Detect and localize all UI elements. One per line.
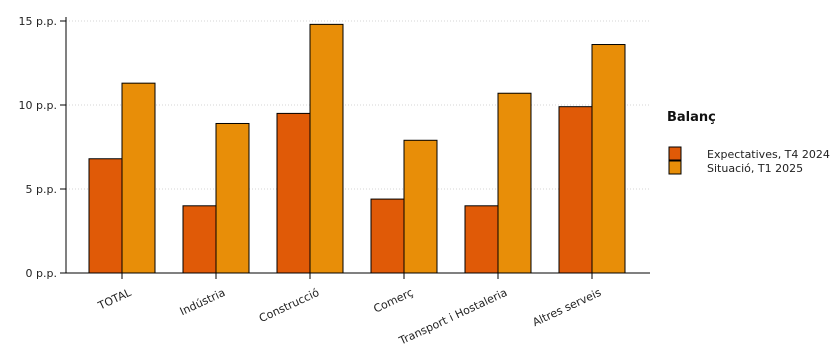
legend-label: Expectatives, T4 2024 (707, 148, 830, 161)
y-tick-label: 10 p.p. (19, 99, 57, 112)
bar-situacio-0 (121, 82, 156, 274)
bar-situacio-3 (403, 139, 438, 274)
bar-expectatives-2 (276, 112, 311, 274)
x-tick-label: Altres serveis (530, 286, 603, 329)
y-tick-label: 15 p.p. (19, 15, 57, 28)
x-tick-label: TOTAL (95, 286, 134, 313)
bar-expectatives-4 (464, 205, 499, 274)
y-ticks: 0 p.p. 5 p.p. 10 p.p. 15 p.p. (19, 15, 66, 280)
bar-expectatives-0 (88, 158, 123, 274)
bar-situacio-2 (309, 23, 344, 274)
bar-situacio-1 (215, 122, 250, 274)
gridlines (66, 20, 650, 190)
legend-label: Situació, T1 2025 (707, 162, 803, 175)
x-tick-label: Indústria (178, 286, 227, 318)
x-tick-label: Construcció (257, 286, 321, 325)
bar-situacio-4 (497, 92, 532, 274)
y-tick-label: 0 p.p. (26, 267, 57, 280)
bar-expectatives-5 (558, 106, 593, 274)
axes (65, 17, 650, 274)
x-ticks: TOTAL Indústria Construcció ComerçTransport… (95, 273, 604, 348)
bars (88, 23, 626, 274)
legend-swatch (668, 146, 682, 161)
x-tick-label: Comerç (371, 286, 415, 316)
bar-expectatives-1 (182, 205, 217, 274)
legend-swatch (668, 160, 682, 175)
legend-title: Balanç (667, 110, 716, 125)
bar-expectatives-3 (370, 198, 405, 274)
bar-situacio-5 (591, 44, 626, 274)
y-tick-label: 5 p.p. (26, 183, 57, 196)
